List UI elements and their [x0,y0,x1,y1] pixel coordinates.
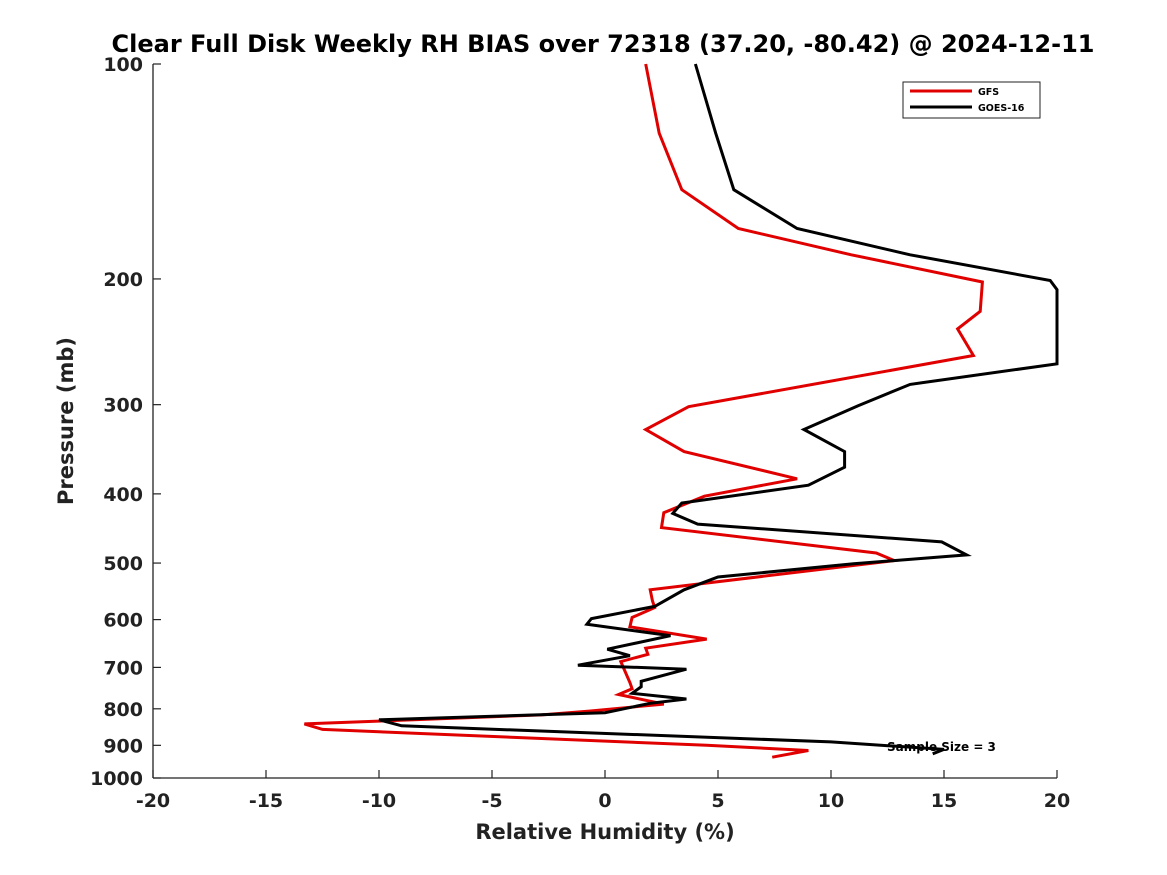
x-tick-label: 0 [598,790,611,812]
y-tick-label: 900 [103,735,143,757]
y-axis-label: Pressure (mb) [54,337,78,505]
x-tick-label: 5 [711,790,724,812]
y-tick-label: 200 [103,269,143,291]
legend-label-gfs: GFS [978,87,999,98]
x-tick-label: -15 [249,790,283,812]
y-tick-label: 800 [103,699,143,721]
y-axis-ticks: 100 200 300 400 500 600 700 800 900 1000 [90,54,161,790]
x-tick-label: 10 [818,790,844,812]
sample-size-annotation: Sample Size = 3 [887,740,996,754]
x-axis-label: Relative Humidity (%) [475,820,734,844]
x-axis-ticks: -20 -15 -10 -5 0 5 10 15 20 [136,770,1070,812]
x-tick-label: -5 [481,790,502,812]
y-tick-label: 600 [103,610,143,632]
y-tick-label: 100 [103,54,143,76]
y-tick-label: 700 [103,657,143,679]
legend: GFS GOES-16 [902,81,1041,119]
legend-box [902,81,1041,119]
y-tick-label: 300 [103,395,143,417]
chart-title: Clear Full Disk Weekly RH BIAS over 7231… [112,30,1095,58]
series-layer [303,63,1059,759]
y-tick-label: 1000 [90,768,143,790]
y-tick-label: 500 [103,553,143,575]
series-line-gfs [303,63,984,759]
y-tick-label: 400 [103,484,143,506]
legend-label-goes16: GOES-16 [978,103,1025,114]
series-line-goes16 [378,63,1059,756]
x-tick-label: -20 [136,790,170,812]
x-tick-label: 20 [1044,790,1070,812]
x-tick-label: -10 [362,790,396,812]
x-tick-label: 15 [931,790,957,812]
